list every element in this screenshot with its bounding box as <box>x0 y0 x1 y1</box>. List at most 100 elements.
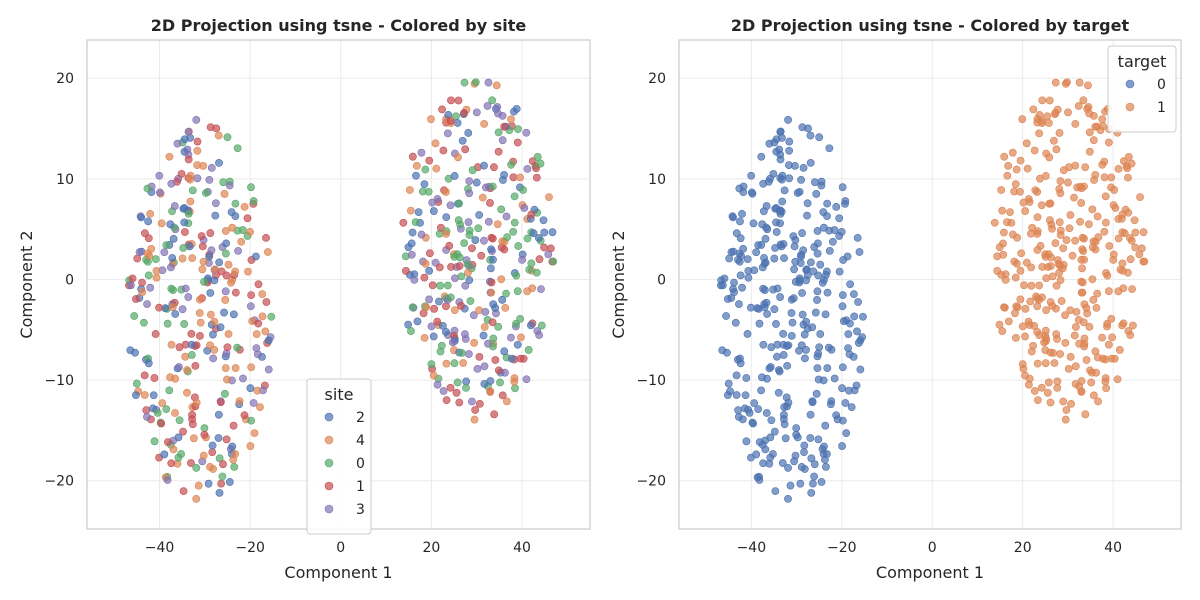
data-point <box>488 96 497 105</box>
data-point <box>778 175 786 184</box>
data-point <box>814 435 823 444</box>
data-point <box>461 330 469 339</box>
data-point <box>160 450 169 459</box>
legend-label: 0 <box>1157 77 1166 93</box>
chart-title: 2D Projection using tsne - Colored by si… <box>151 16 527 35</box>
data-point <box>1071 161 1080 170</box>
data-point <box>428 198 437 207</box>
data-point <box>262 298 271 306</box>
data-point <box>262 233 270 242</box>
data-point <box>425 295 433 304</box>
data-point <box>1111 204 1120 212</box>
data-point <box>785 137 794 146</box>
data-point <box>1129 321 1137 330</box>
data-point <box>720 274 729 283</box>
data-point <box>838 384 846 393</box>
data-point <box>181 284 190 293</box>
data-point <box>169 234 178 243</box>
data-point <box>1021 371 1029 380</box>
legend-marker <box>1125 79 1135 89</box>
data-point <box>1098 160 1107 169</box>
data-point <box>742 437 751 446</box>
data-point <box>244 267 252 276</box>
data-point <box>404 320 413 329</box>
data-point <box>455 199 464 208</box>
y-tick-label: 0 <box>65 272 74 288</box>
data-point <box>513 340 522 349</box>
data-point <box>1131 243 1140 252</box>
data-point <box>1071 323 1080 331</box>
data-point <box>205 252 214 261</box>
data-point <box>169 445 178 454</box>
data-point <box>843 252 852 261</box>
data-point <box>167 340 176 349</box>
data-point <box>761 286 769 295</box>
data-point <box>813 227 822 235</box>
data-point <box>251 252 260 261</box>
data-point <box>200 424 209 433</box>
data-point <box>535 331 544 340</box>
data-point <box>791 451 800 460</box>
data-point <box>471 78 480 87</box>
data-point <box>1105 242 1114 250</box>
legend-label: 1 <box>1157 100 1166 116</box>
data-point <box>1030 146 1039 155</box>
data-point <box>518 255 527 264</box>
data-point <box>180 204 189 212</box>
data-point <box>990 218 999 227</box>
data-point <box>138 278 146 287</box>
data-point <box>1065 224 1074 233</box>
y-tick-label: −20 <box>44 474 74 490</box>
data-point <box>835 214 844 223</box>
data-point <box>767 343 776 352</box>
data-point <box>1042 274 1051 283</box>
data-point <box>1024 380 1033 389</box>
data-point <box>494 366 503 375</box>
data-point <box>1062 406 1071 414</box>
data-point <box>460 109 468 117</box>
data-point <box>471 236 480 244</box>
data-point <box>184 293 193 301</box>
data-point <box>166 263 175 272</box>
data-point <box>430 304 439 313</box>
data-point <box>436 223 445 232</box>
data-point <box>736 217 744 226</box>
data-point <box>1064 364 1073 373</box>
data-point <box>143 184 152 193</box>
data-point <box>1021 304 1030 313</box>
data-point <box>143 300 151 309</box>
data-point <box>480 119 489 128</box>
data-point <box>723 391 732 400</box>
data-point <box>198 265 207 274</box>
data-point <box>183 388 191 397</box>
data-point <box>734 406 743 415</box>
data-point <box>209 330 217 339</box>
data-point <box>178 254 187 263</box>
legend-box <box>1107 45 1177 133</box>
data-point <box>742 374 751 382</box>
data-point <box>407 250 416 259</box>
data-point <box>729 213 737 222</box>
data-point <box>222 239 231 248</box>
data-point <box>436 347 445 356</box>
data-point <box>446 117 455 125</box>
legend-marker <box>324 412 334 422</box>
data-point <box>252 330 261 339</box>
data-point <box>859 312 867 321</box>
data-point <box>846 319 854 328</box>
data-point <box>754 241 763 249</box>
data-point <box>1070 193 1078 202</box>
data-point <box>462 383 470 392</box>
data-point <box>1061 338 1070 347</box>
data-point <box>540 243 548 252</box>
data-point <box>422 303 431 312</box>
data-point <box>196 318 205 327</box>
data-point <box>210 317 219 326</box>
data-point <box>772 135 781 144</box>
data-point <box>516 354 525 363</box>
data-point <box>157 219 166 228</box>
data-point <box>180 320 189 328</box>
data-point <box>1027 281 1036 290</box>
legend-label: 4 <box>356 433 365 449</box>
